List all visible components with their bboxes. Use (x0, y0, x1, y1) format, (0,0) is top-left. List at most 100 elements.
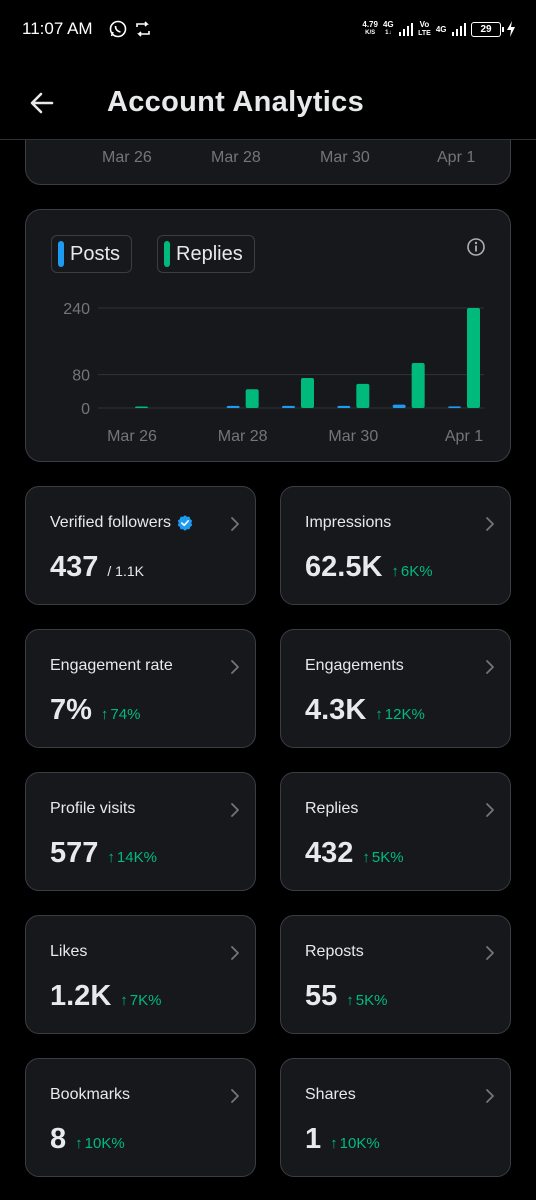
stat-value: 1 (305, 1123, 322, 1155)
stat-total: / 1.1K (107, 563, 144, 579)
legend-replies-toggle[interactable]: Replies (157, 235, 255, 273)
stat-value-row: 62.5K ↑ 6K% (305, 551, 433, 584)
replies-bar (467, 308, 480, 408)
arrow-up-icon: ↑ (362, 849, 370, 866)
stat-label-text: Replies (305, 800, 359, 817)
page-title: Account Analytics (107, 86, 365, 118)
x-tick-label: Mar 26 (102, 149, 152, 166)
stat-change: ↑ 5K% (362, 849, 403, 866)
volte-bottom: LTE (418, 30, 431, 37)
stat-value: 55 (305, 980, 338, 1012)
replies-bar (411, 363, 425, 408)
legend-posts-label: Posts (70, 242, 121, 265)
arrow-up-icon: ↑ (391, 563, 399, 580)
sim1-label: 4G 1↓ (383, 20, 394, 38)
app-header: Account Analytics (0, 60, 536, 140)
stat-change-value: 10K% (339, 1135, 380, 1152)
volte-top: Vo (419, 20, 430, 29)
posts-bar (282, 405, 295, 408)
stat-card-shares[interactable]: Shares 1 ↑ 10K% (280, 1058, 511, 1177)
y-tick-label: 80 (72, 368, 90, 385)
stat-card-profile-visits[interactable]: Profile visits 577 ↑ 14K% (25, 772, 256, 891)
x-tick-label: Mar 26 (107, 428, 157, 445)
stat-card-impressions[interactable]: Impressions 62.5K ↑ 6K% (280, 486, 511, 605)
stat-label: Bookmarks (50, 1086, 130, 1104)
stat-label: Impressions (305, 514, 391, 532)
x-tick-label: Mar 28 (211, 149, 261, 166)
stat-change: ↑ 5K% (346, 992, 387, 1009)
bar-chart: 0 80 240 Mar 26 Mar 28 Mar 30 Apr 1 (63, 301, 484, 445)
stat-label-text: Likes (50, 943, 88, 960)
stat-value-row: 55 ↑ 5K% (305, 980, 387, 1013)
stat-value-row: 7% ↑ 74% (50, 694, 140, 727)
arrow-up-icon: ↑ (330, 1135, 338, 1152)
stat-change: ↑ 74% (101, 706, 141, 723)
net-speed-value: 4.79 (362, 20, 378, 29)
stat-change: ↑ 7K% (120, 992, 161, 1009)
stat-card-verified-followers[interactable]: Verified followers 437 / 1.1K (25, 486, 256, 605)
stat-value: 432 (305, 837, 354, 869)
stat-label: Engagements (305, 657, 404, 675)
stat-label: Verified followers (50, 514, 193, 532)
stat-change: ↑ 10K% (75, 1135, 125, 1152)
stat-label-text: Profile visits (50, 800, 136, 817)
stat-card-likes[interactable]: Likes 1.2K ↑ 7K% (25, 915, 256, 1034)
info-icon[interactable] (466, 237, 486, 257)
stat-card-reposts[interactable]: Reposts 55 ↑ 5K% (280, 915, 511, 1034)
sim1-network: 4G (382, 20, 394, 29)
y-tick-label: 0 (81, 401, 90, 418)
stat-card-engagements[interactable]: Engagements 4.3K ↑ 12K% (280, 629, 511, 748)
chevron-right-icon (486, 1089, 494, 1103)
posts-replies-chart-card: Posts Replies 0 80 240 Mar 26 Mar 28 Mar 30 Ap… (25, 209, 511, 462)
signal-icon (451, 22, 466, 36)
whatsapp-icon (109, 20, 127, 38)
stat-change-value: 5K% (371, 849, 404, 866)
posts-bar (226, 405, 240, 408)
stat-value-row: 577 ↑ 14K% (50, 837, 157, 870)
replies-swatch (164, 241, 170, 267)
stat-card-replies[interactable]: Replies 432 ↑ 5K% (280, 772, 511, 891)
stat-change: ↑ 14K% (107, 849, 157, 866)
chevron-right-icon (486, 517, 494, 531)
sim1-activity: 1↓ (385, 30, 392, 36)
stat-change: ↑ 10K% (330, 1135, 380, 1152)
stat-value: 577 (50, 837, 99, 869)
back-arrow-icon[interactable] (26, 87, 58, 119)
status-time: 11:07 AM (22, 19, 93, 38)
stat-label: Engagement rate (50, 657, 173, 675)
stat-value-row: 4.3K ↑ 12K% (305, 694, 425, 727)
stat-change: ↑ 6K% (391, 563, 432, 580)
stat-change: ↑ 12K% (375, 706, 425, 723)
chevron-right-icon (231, 803, 239, 817)
stat-label-text: Bookmarks (50, 1086, 131, 1103)
stat-change-value: 10K% (84, 1135, 125, 1152)
arrow-up-icon: ↑ (100, 706, 109, 723)
stat-change-value: 5K% (355, 992, 388, 1009)
stat-label: Reposts (305, 943, 364, 961)
stat-card-bookmarks[interactable]: Bookmarks 8 ↑ 10K% (25, 1058, 256, 1177)
posts-bar (337, 405, 351, 408)
replies-bar (135, 406, 148, 408)
stat-change-value: 6K% (400, 563, 433, 580)
legend-posts-toggle[interactable]: Posts (51, 235, 133, 273)
stat-label: Profile visits (50, 800, 135, 818)
net-speed-unit: K/S (365, 30, 376, 36)
stat-value: 437 (50, 551, 99, 583)
stat-change-value: 14K% (116, 849, 157, 866)
stat-value: 1.2K (50, 980, 112, 1012)
chevron-right-icon (486, 946, 494, 960)
x-tick-label: Mar 30 (328, 428, 378, 445)
arrow-up-icon: ↑ (120, 992, 128, 1009)
y-tick-label: 240 (63, 301, 90, 318)
chevron-right-icon (231, 946, 239, 960)
stat-label-text: Verified followers (50, 514, 171, 531)
stat-value: 8 (50, 1123, 67, 1155)
stat-change-value: 74% (110, 706, 141, 723)
stat-value-row: 1.2K ↑ 7K% (50, 980, 161, 1013)
stat-change-value: 7K% (129, 992, 162, 1009)
battery-level: 29 (480, 23, 492, 35)
stat-value-row: 432 ↑ 5K% (305, 837, 404, 870)
replies-bar (245, 389, 259, 408)
stat-card-engagement-rate[interactable]: Engagement rate 7% ↑ 74% (25, 629, 256, 748)
chevron-right-icon (231, 1089, 239, 1103)
